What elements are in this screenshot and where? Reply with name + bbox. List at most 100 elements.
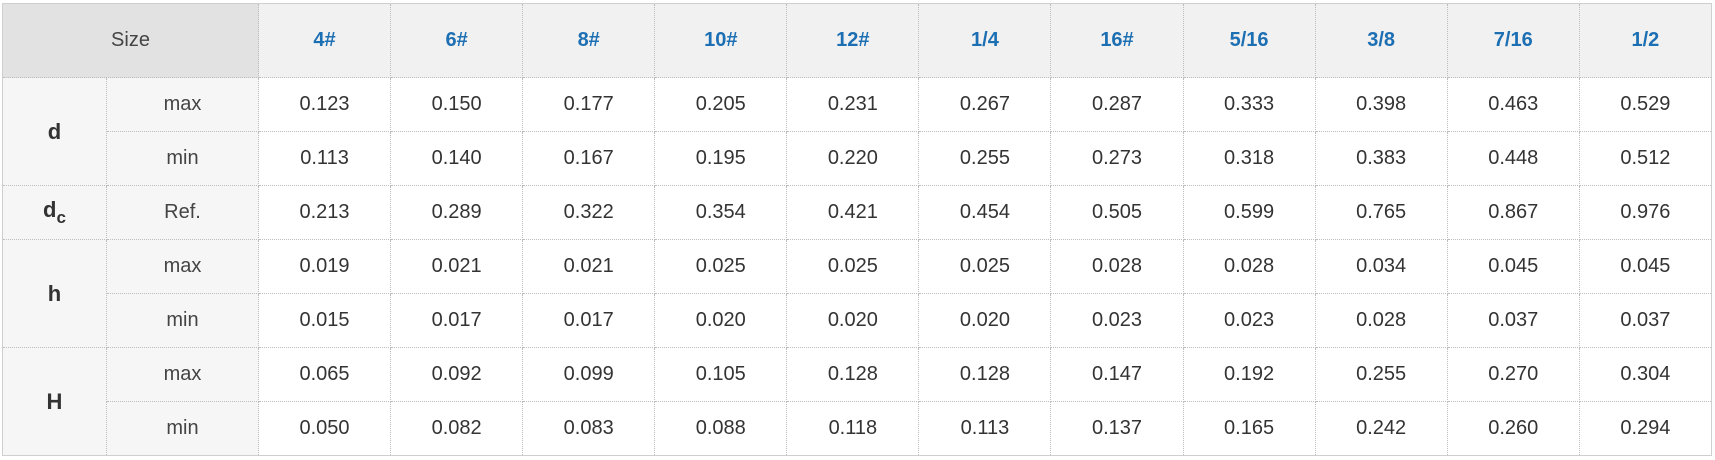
value-cell: 0.167 (522, 131, 656, 186)
value-cell: 0.020 (654, 293, 788, 348)
value-cell: 0.147 (1050, 347, 1184, 402)
value-cell: 0.260 (1446, 401, 1580, 456)
value-cell: 0.273 (1050, 131, 1184, 186)
value-cell: 0.213 (257, 185, 392, 240)
value-cell: 0.318 (1182, 131, 1316, 186)
symbol-cell: h (2, 239, 107, 348)
value-cell: 0.050 (257, 401, 392, 456)
size-header-cell: 4# (257, 3, 392, 78)
value-cell: 0.113 (918, 401, 1052, 456)
value-cell: 0.529 (1578, 77, 1713, 132)
row-label: min (106, 401, 259, 456)
size-header-cell: 5/16 (1182, 3, 1316, 78)
size-header-cell: 1/4 (918, 3, 1052, 78)
value-cell: 0.976 (1578, 185, 1713, 240)
table-body: d max 0.123 0.150 0.177 0.205 0.231 0.267 0.287 0… (2, 77, 1713, 456)
value-cell: 0.463 (1446, 77, 1580, 132)
value-cell: 0.267 (918, 77, 1052, 132)
size-header-cell: 7/16 (1446, 3, 1580, 78)
value-cell: 0.028 (1050, 239, 1184, 294)
value-cell: 0.220 (786, 131, 920, 186)
row-label: max (106, 347, 259, 402)
value-cell: 0.867 (1446, 185, 1580, 240)
row-label: max (106, 239, 259, 294)
value-cell: 0.294 (1578, 401, 1713, 456)
row-label: Ref. (106, 185, 259, 240)
symbol-cell: d (2, 77, 107, 186)
size-header-cell: 10# (654, 3, 788, 78)
data-row: h max 0.019 0.021 0.021 0.025 0.025 0.025 0.028 0… (2, 239, 1713, 348)
value-cell: 0.383 (1314, 131, 1448, 186)
value-cell: 0.255 (1314, 347, 1448, 402)
value-cell: 0.322 (522, 185, 656, 240)
symbol-subscript: c (56, 208, 66, 227)
value-cell: 0.195 (654, 131, 788, 186)
value-cell: 0.289 (390, 185, 524, 240)
value-cell: 0.448 (1446, 131, 1580, 186)
value-cell: 0.398 (1314, 77, 1448, 132)
size-header-cell: 16# (1050, 3, 1184, 78)
value-cell: 0.028 (1182, 239, 1316, 294)
data-row: dc Ref. 0.213 0.289 0.322 0.354 0.421 0.454 0.50… (2, 185, 1713, 240)
value-cell: 0.270 (1446, 347, 1580, 402)
value-cell: 0.137 (1050, 401, 1184, 456)
value-cell: 0.025 (654, 239, 788, 294)
value-cell: 0.128 (786, 347, 920, 402)
row-label: max (106, 77, 259, 132)
data-row: min 0.050 0.082 0.083 0.088 0.118 0.113 0.137 0.… (3, 401, 1713, 456)
value-cell: 0.025 (918, 239, 1052, 294)
value-cell: 0.017 (522, 293, 656, 348)
value-cell: 0.021 (522, 239, 656, 294)
value-cell: 0.177 (522, 77, 656, 132)
value-cell: 0.150 (390, 77, 524, 132)
value-cell: 0.105 (654, 347, 788, 402)
value-cell: 0.192 (1182, 347, 1316, 402)
value-cell: 0.082 (390, 401, 524, 456)
table-header: Size 4# 6# 8# 10# 12# 1/4 16# 5/16 3/8 7/16 1/2 (2, 3, 1713, 78)
value-cell: 0.333 (1182, 77, 1316, 132)
row-label: min (106, 293, 259, 348)
size-header-cell: 6# (390, 3, 524, 78)
value-cell: 0.023 (1050, 293, 1184, 348)
value-cell: 0.304 (1578, 347, 1713, 402)
symbol-cell: dc (2, 185, 107, 240)
value-cell: 0.205 (654, 77, 788, 132)
value-cell: 0.015 (257, 293, 392, 348)
value-cell: 0.083 (522, 401, 656, 456)
value-cell: 0.088 (654, 401, 788, 456)
value-cell: 0.140 (390, 131, 524, 186)
value-cell: 0.505 (1050, 185, 1184, 240)
value-cell: 0.454 (918, 185, 1052, 240)
symbol-cell: H (2, 347, 107, 456)
size-header: Size (2, 3, 259, 78)
value-cell: 0.255 (918, 131, 1052, 186)
symbol: h (47, 280, 62, 306)
size-header-cell: 3/8 (1314, 3, 1448, 78)
row-label: min (106, 131, 259, 186)
value-cell: 0.045 (1446, 239, 1580, 294)
value-cell: 0.354 (654, 185, 788, 240)
symbol: d (47, 118, 62, 144)
value-cell: 0.599 (1182, 185, 1316, 240)
value-cell: 0.242 (1314, 401, 1448, 456)
value-cell: 0.512 (1578, 131, 1713, 186)
data-row: min 0.113 0.140 0.167 0.195 0.220 0.255 0.273 0.… (3, 131, 1713, 186)
value-cell: 0.037 (1578, 293, 1713, 348)
value-cell: 0.092 (390, 347, 524, 402)
value-cell: 0.021 (390, 239, 524, 294)
value-cell: 0.231 (786, 77, 920, 132)
value-cell: 0.113 (257, 131, 392, 186)
value-cell: 0.023 (1182, 293, 1316, 348)
value-cell: 0.037 (1446, 293, 1580, 348)
value-cell: 0.020 (786, 293, 920, 348)
value-cell: 0.765 (1314, 185, 1448, 240)
symbol: H (46, 388, 63, 414)
value-cell: 0.128 (918, 347, 1052, 402)
data-row: d max 0.123 0.150 0.177 0.205 0.231 0.267 0.287 0… (2, 77, 1713, 186)
value-cell: 0.099 (522, 347, 656, 402)
value-cell: 0.287 (1050, 77, 1184, 132)
size-header-cell: 12# (786, 3, 920, 78)
